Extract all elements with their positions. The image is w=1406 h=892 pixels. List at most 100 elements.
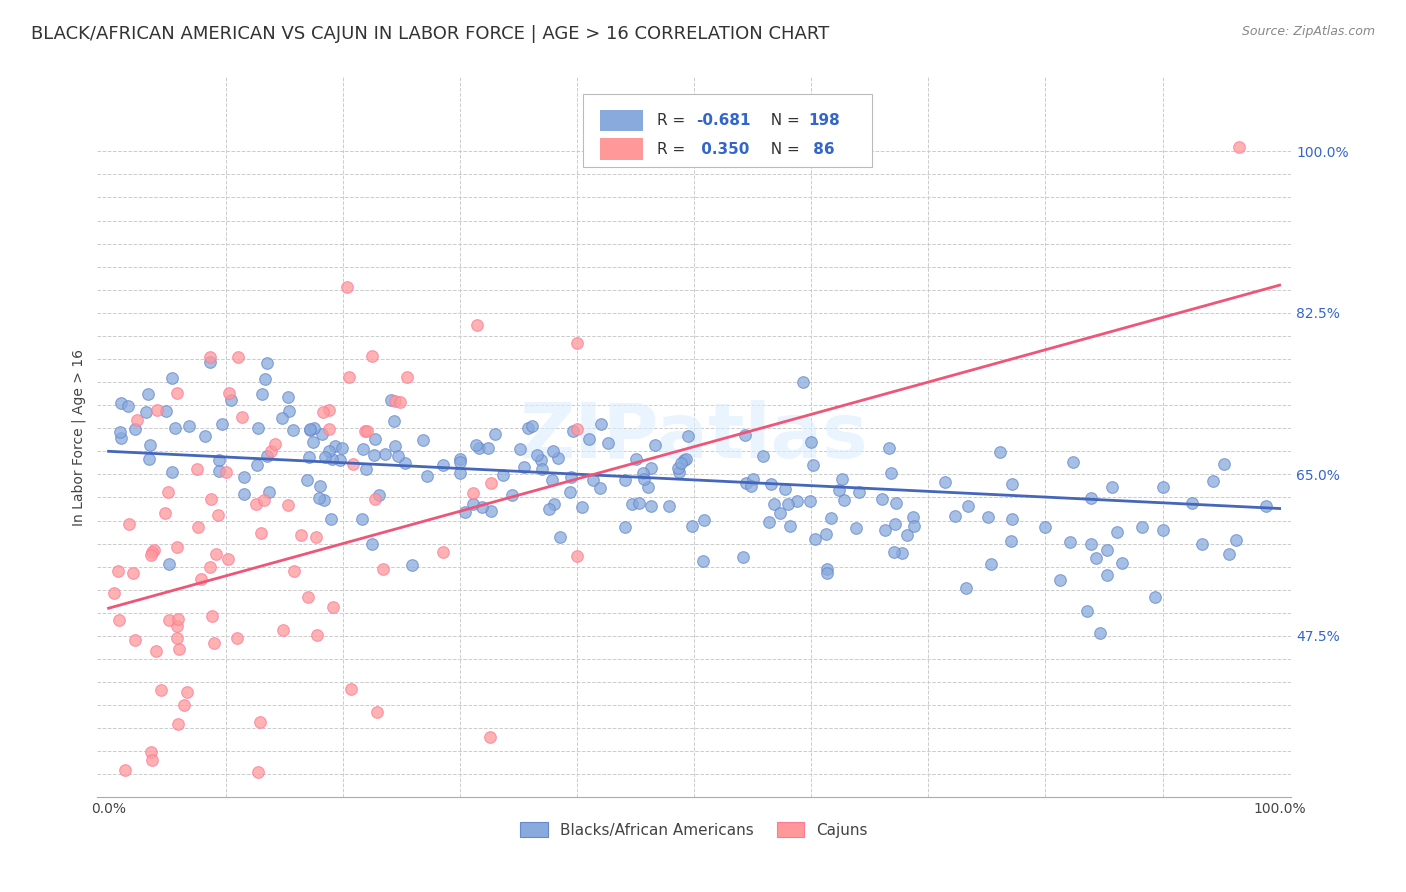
Point — [786, 494, 808, 508]
Point — [329, 452, 352, 467]
Point — [173, 698, 195, 713]
Point — [891, 547, 914, 561]
Point — [848, 485, 870, 500]
Point — [179, 803, 201, 817]
Point — [644, 438, 666, 452]
Point — [631, 467, 654, 481]
Point — [740, 478, 762, 492]
Point — [356, 462, 378, 476]
Point — [202, 636, 225, 650]
Point — [1097, 542, 1119, 557]
Point — [245, 497, 267, 511]
Point — [815, 562, 838, 576]
Point — [149, 682, 172, 697]
Point — [1202, 474, 1225, 488]
Point — [298, 831, 321, 846]
Point — [980, 557, 1002, 571]
Point — [693, 513, 716, 527]
Point — [382, 414, 405, 428]
Point — [361, 349, 384, 363]
Point — [246, 458, 269, 472]
Point — [146, 403, 169, 417]
Point — [1062, 455, 1084, 469]
Point — [461, 497, 484, 511]
Point — [156, 484, 179, 499]
Point — [578, 432, 600, 446]
Point — [640, 499, 662, 513]
Point — [1144, 590, 1167, 604]
Point — [217, 552, 239, 566]
Point — [124, 422, 146, 436]
Point — [1076, 604, 1098, 618]
Point — [166, 632, 188, 646]
Point — [340, 681, 363, 696]
Point — [884, 495, 907, 509]
Point — [215, 465, 238, 479]
Point — [384, 394, 406, 409]
Point — [484, 426, 506, 441]
Point — [432, 458, 454, 472]
Point — [232, 487, 254, 501]
Point — [342, 457, 364, 471]
Point — [301, 435, 323, 450]
Point — [571, 500, 593, 515]
Point — [530, 462, 553, 476]
Point — [873, 523, 896, 537]
Point — [371, 562, 394, 576]
Point — [565, 549, 588, 564]
Point — [461, 486, 484, 500]
Point — [896, 528, 918, 542]
Point — [277, 390, 299, 404]
Point — [681, 519, 703, 533]
Point — [779, 519, 801, 533]
Point — [384, 439, 406, 453]
Text: 0.350: 0.350 — [696, 142, 749, 157]
Point — [205, 547, 228, 561]
Point — [114, 763, 136, 777]
Point — [735, 475, 758, 490]
Point — [548, 530, 571, 544]
Point — [560, 470, 582, 484]
Point — [543, 444, 565, 458]
Text: R =: R = — [657, 113, 690, 128]
Point — [955, 581, 977, 595]
Point — [367, 488, 389, 502]
Text: N =: N = — [761, 113, 804, 128]
Point — [366, 705, 388, 719]
Point — [145, 643, 167, 657]
Point — [395, 370, 418, 384]
Point — [1080, 491, 1102, 505]
Point — [143, 542, 166, 557]
Point — [588, 481, 610, 495]
Point — [290, 527, 312, 541]
Point — [253, 372, 276, 386]
Point — [582, 473, 605, 487]
Point — [194, 429, 217, 443]
Point — [1152, 480, 1174, 494]
Text: Source: ZipAtlas.com: Source: ZipAtlas.com — [1241, 25, 1375, 38]
Point — [1227, 139, 1250, 153]
Point — [141, 548, 163, 562]
Point — [668, 465, 690, 479]
Point — [501, 488, 523, 502]
Point — [311, 427, 333, 442]
Point — [471, 500, 494, 514]
Point — [834, 492, 856, 507]
Point — [880, 466, 903, 480]
Point — [166, 717, 188, 731]
Text: ZIPatlas: ZIPatlas — [520, 401, 869, 475]
Point — [166, 386, 188, 401]
Point — [198, 355, 221, 369]
Point — [633, 472, 655, 486]
Point — [135, 405, 157, 419]
Point — [1101, 480, 1123, 494]
Point — [103, 585, 125, 599]
Point — [479, 475, 502, 490]
Point — [401, 558, 423, 572]
Point — [141, 545, 163, 559]
Point — [1218, 547, 1240, 561]
Point — [363, 448, 385, 462]
Point — [800, 434, 823, 449]
Point — [283, 564, 305, 578]
Point — [1080, 537, 1102, 551]
